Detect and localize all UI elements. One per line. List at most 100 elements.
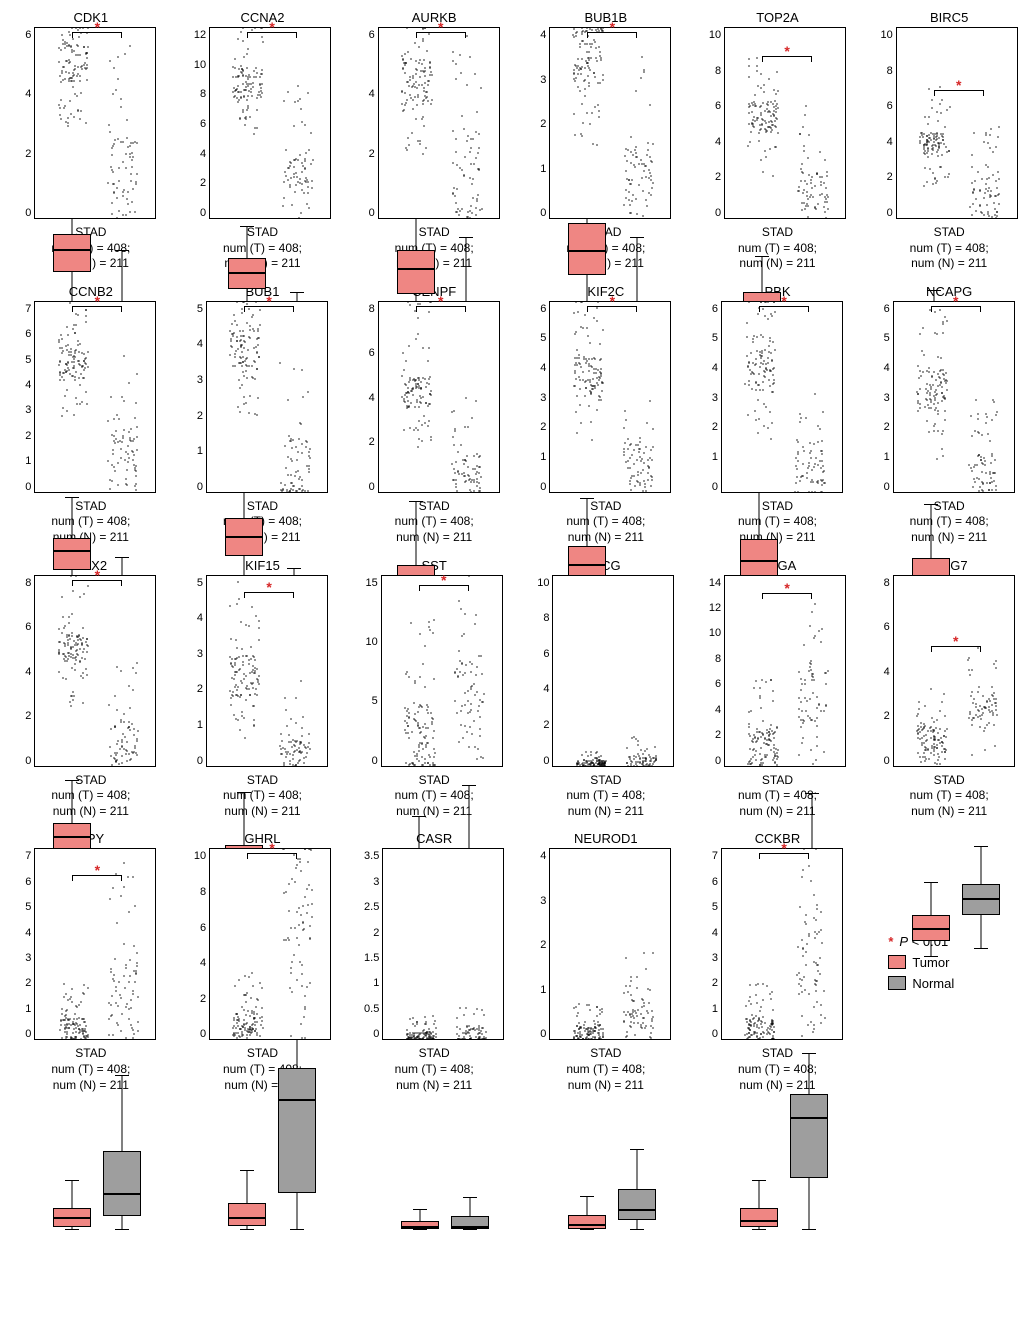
y-axis: 6420: [369, 27, 378, 221]
legend-sig: * P < 0.01: [888, 934, 1020, 949]
y-axis: 14121086420: [709, 575, 724, 769]
panel-cenpf: CENPF86420*STADnum (T) = 408;num (N) = 2…: [353, 284, 515, 546]
y-axis: 43210: [540, 848, 549, 1042]
legend-tumor-label: Tumor: [912, 955, 949, 970]
plot-area: *: [209, 848, 331, 1040]
y-axis: 121086420: [194, 27, 209, 221]
y-axis: 6543210: [884, 301, 893, 495]
x-labels: STADnum (T) = 408;num (N) = 211: [566, 773, 645, 820]
plot-area: [552, 575, 674, 767]
panel-ccna2: CCNA2121086420*STADnum (T) = 408;num (N)…: [182, 10, 344, 272]
panel-ccnb2: CCNB276543210*STADnum (T) = 408;num (N) …: [10, 284, 172, 546]
boxplot-grid: CDK16420*STADnum (T) = 408;num (N) = 211…: [10, 10, 1020, 1093]
y-axis: 86420: [25, 575, 34, 769]
y-axis: 86420: [369, 301, 378, 495]
significance-star-icon: *: [953, 294, 958, 308]
y-axis: 43210: [540, 27, 549, 221]
y-axis: 543210: [197, 575, 206, 769]
panel-kif2c: KIF2C 6543210* STADnum (T) = 408;num (N) =…: [525, 284, 687, 546]
panel-title: CCNB2: [69, 284, 113, 299]
panel-title: TOP2A: [756, 10, 798, 25]
significance-star-icon: *: [784, 581, 789, 595]
significance-star-icon: *: [95, 20, 100, 34]
plot-area: *: [381, 575, 503, 767]
x-labels: STADnum (T) = 408;num (N) = 211: [51, 773, 130, 820]
y-axis: 76543210: [712, 848, 721, 1042]
y-axis: 1086420: [709, 27, 724, 221]
y-axis: 76543210: [25, 301, 34, 495]
panel-cckbr: CCKBR76543210*STADnum (T) = 408;num (N) …: [697, 831, 859, 1093]
legend: * P < 0.01 Tumor Normal: [868, 831, 1020, 1093]
legend-normal-label: Normal: [912, 976, 954, 991]
significance-star-icon: *: [266, 580, 271, 594]
x-labels: STADnum (T) = 408;num (N) = 211: [910, 225, 989, 272]
significance-star-icon: *: [95, 863, 100, 877]
y-axis: 3.532.521.510.50: [364, 848, 382, 1042]
x-labels: STADnum (T) = 408;num (N) = 211: [566, 1046, 645, 1093]
plot-area: *: [378, 301, 500, 493]
y-axis: 1086420: [537, 575, 552, 769]
panel-title: CASR: [416, 831, 452, 846]
plot-area: *: [206, 575, 328, 767]
plot-area: *: [721, 848, 843, 1040]
panel-title: AURKB: [412, 10, 457, 25]
plot-area: *: [721, 301, 843, 493]
y-axis: 1086420: [194, 848, 209, 1042]
x-labels: STADnum (T) = 408;num (N) = 211: [910, 773, 989, 820]
star-icon: *: [888, 934, 893, 949]
x-labels: STADnum (T) = 408;num (N) = 211: [738, 773, 817, 820]
significance-star-icon: *: [266, 294, 271, 308]
panel-neurod1: NEUROD1 43210 STADnum (T) = 408;num (N) = …: [525, 831, 687, 1093]
plot-area: *: [893, 575, 1015, 767]
y-axis: 1086420: [881, 27, 896, 221]
plot-area: *: [34, 575, 156, 767]
panel-title: GHRL: [244, 831, 280, 846]
panel-title: BIRC5: [930, 10, 968, 25]
plot-area: *: [549, 27, 671, 219]
plot-area: *: [549, 301, 671, 493]
plot-area: [382, 848, 504, 1040]
panel-gcg: GCG1086420STADnum (T) = 408;num (N) = 21…: [525, 558, 687, 820]
x-labels: STADnum (T) = 408;num (N) = 211: [51, 1046, 130, 1093]
panel-bub1b: BUB1B43210*STADnum (T) = 408;num (N) = 2…: [525, 10, 687, 272]
panel-npy: NPY76543210*STADnum (T) = 408;num (N) = …: [10, 831, 172, 1093]
significance-star-icon: *: [784, 44, 789, 58]
significance-star-icon: *: [95, 568, 100, 582]
plot-area: *: [209, 27, 331, 219]
plot-area: *: [896, 27, 1018, 219]
panel-kif15: KIF15543210*STADnum (T) = 408;num (N) = …: [182, 558, 344, 820]
panel-chga: CHGA14121086420*STADnum (T) = 408;num (N…: [697, 558, 859, 820]
x-labels: STADnum (T) = 408;num (N) = 211: [738, 225, 817, 272]
significance-star-icon: *: [956, 78, 961, 92]
plot-area: [549, 848, 671, 1040]
legend-tumor: Tumor: [888, 955, 1020, 970]
panel-bub1: BUB1543210*STADnum (T) = 408;num (N) = 2…: [182, 284, 344, 546]
panel-title: NEUROD1: [574, 831, 638, 846]
y-axis: 76543210: [25, 848, 34, 1042]
panel-title: KIF15: [245, 558, 280, 573]
panel-aurkb: AURKB6420*STADnum (T) = 408;num (N) = 21…: [353, 10, 515, 272]
plot-area: *: [724, 27, 846, 219]
panel-tpx2: TPX286420*STADnum (T) = 408;num (N) = 21…: [10, 558, 172, 820]
y-axis: 6543210: [540, 301, 549, 495]
legend-normal: Normal: [888, 976, 1020, 991]
panel-pbk: PBK6543210*STADnum (T) = 408;num (N) = 2…: [697, 284, 859, 546]
significance-star-icon: *: [95, 294, 100, 308]
panel-top2a: TOP2A 1086420 * STADnum (T) = 408;num (N) =…: [697, 10, 859, 272]
significance-star-icon: *: [269, 20, 274, 34]
plot-area: *: [206, 301, 328, 493]
y-axis: 86420: [884, 575, 893, 769]
significance-star-icon: *: [438, 20, 443, 34]
normal-swatch-icon: [888, 976, 906, 990]
panel-title: CCKBR: [755, 831, 801, 846]
significance-star-icon: *: [441, 573, 446, 587]
panel-title: KIF2C: [587, 284, 624, 299]
panel-title: BUB1B: [585, 10, 628, 25]
panel-ghrl: GHRL1086420*STADnum (T) = 408;num (N) = …: [182, 831, 344, 1093]
significance-star-icon: *: [953, 634, 958, 648]
x-labels: STADnum (T) = 408;num (N) = 211: [566, 499, 645, 546]
legend-p-label: P: [899, 934, 908, 949]
y-axis: 6543210: [712, 301, 721, 495]
x-labels: STADnum (T) = 408;num (N) = 211: [910, 499, 989, 546]
panel-gng7: GNG786420*STADnum (T) = 408;num (N) = 21…: [868, 558, 1020, 820]
